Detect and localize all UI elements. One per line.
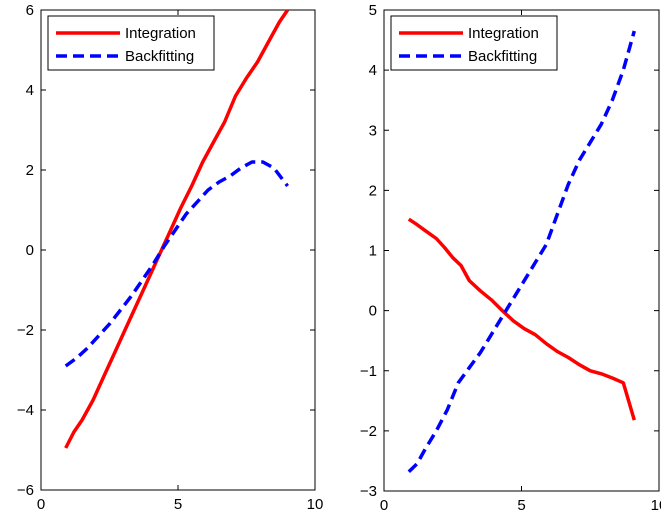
y-tick-label: 4 [369, 62, 377, 79]
x-tick-label: 5 [517, 497, 525, 514]
y-tick-label: 2 [26, 162, 34, 179]
y-tick-label: 3 [369, 122, 377, 139]
x-tick-label: 5 [174, 496, 182, 513]
y-tick-label: 4 [26, 82, 34, 99]
legend-label: Integration [468, 25, 539, 42]
y-tick-label: −1 [360, 363, 377, 380]
y-tick-label: 6 [26, 2, 34, 19]
series-line-backfitting [64, 160, 289, 368]
x-tick-label: 0 [37, 496, 45, 513]
legend-label: Backfitting [125, 48, 194, 65]
y-tick-label: −2 [360, 423, 377, 440]
y-tick-label: −6 [17, 482, 34, 499]
y-tick-label: −3 [360, 483, 377, 500]
series-line-backfitting [407, 30, 636, 474]
x-tick-label: 10 [651, 497, 661, 514]
series-line-integration [64, 9, 290, 449]
y-tick-label: 5 [369, 2, 377, 19]
legend-label: Integration [125, 25, 196, 42]
series-line-integration [407, 217, 636, 421]
y-tick-label: 0 [369, 303, 377, 320]
y-tick-label: −2 [17, 322, 34, 339]
right-subplot: 0 5 10 −3 −2 −1 0 1 2 3 4 5 Integration Backfitting [360, 2, 661, 514]
left-subplot: 0 5 10 −6 −4 −2 0 2 4 6 Integration Backfitting [17, 2, 323, 513]
y-tick-label: 1 [369, 243, 377, 260]
y-tick-label: 0 [26, 242, 34, 259]
x-tick-label: 0 [380, 497, 388, 514]
x-tick-label: 10 [307, 496, 324, 513]
legend-box [47, 15, 215, 71]
y-tick-label: 2 [369, 182, 377, 199]
legend-label: Backfitting [468, 48, 537, 65]
y-tick-label: −4 [17, 402, 34, 419]
legend-box [390, 15, 558, 71]
